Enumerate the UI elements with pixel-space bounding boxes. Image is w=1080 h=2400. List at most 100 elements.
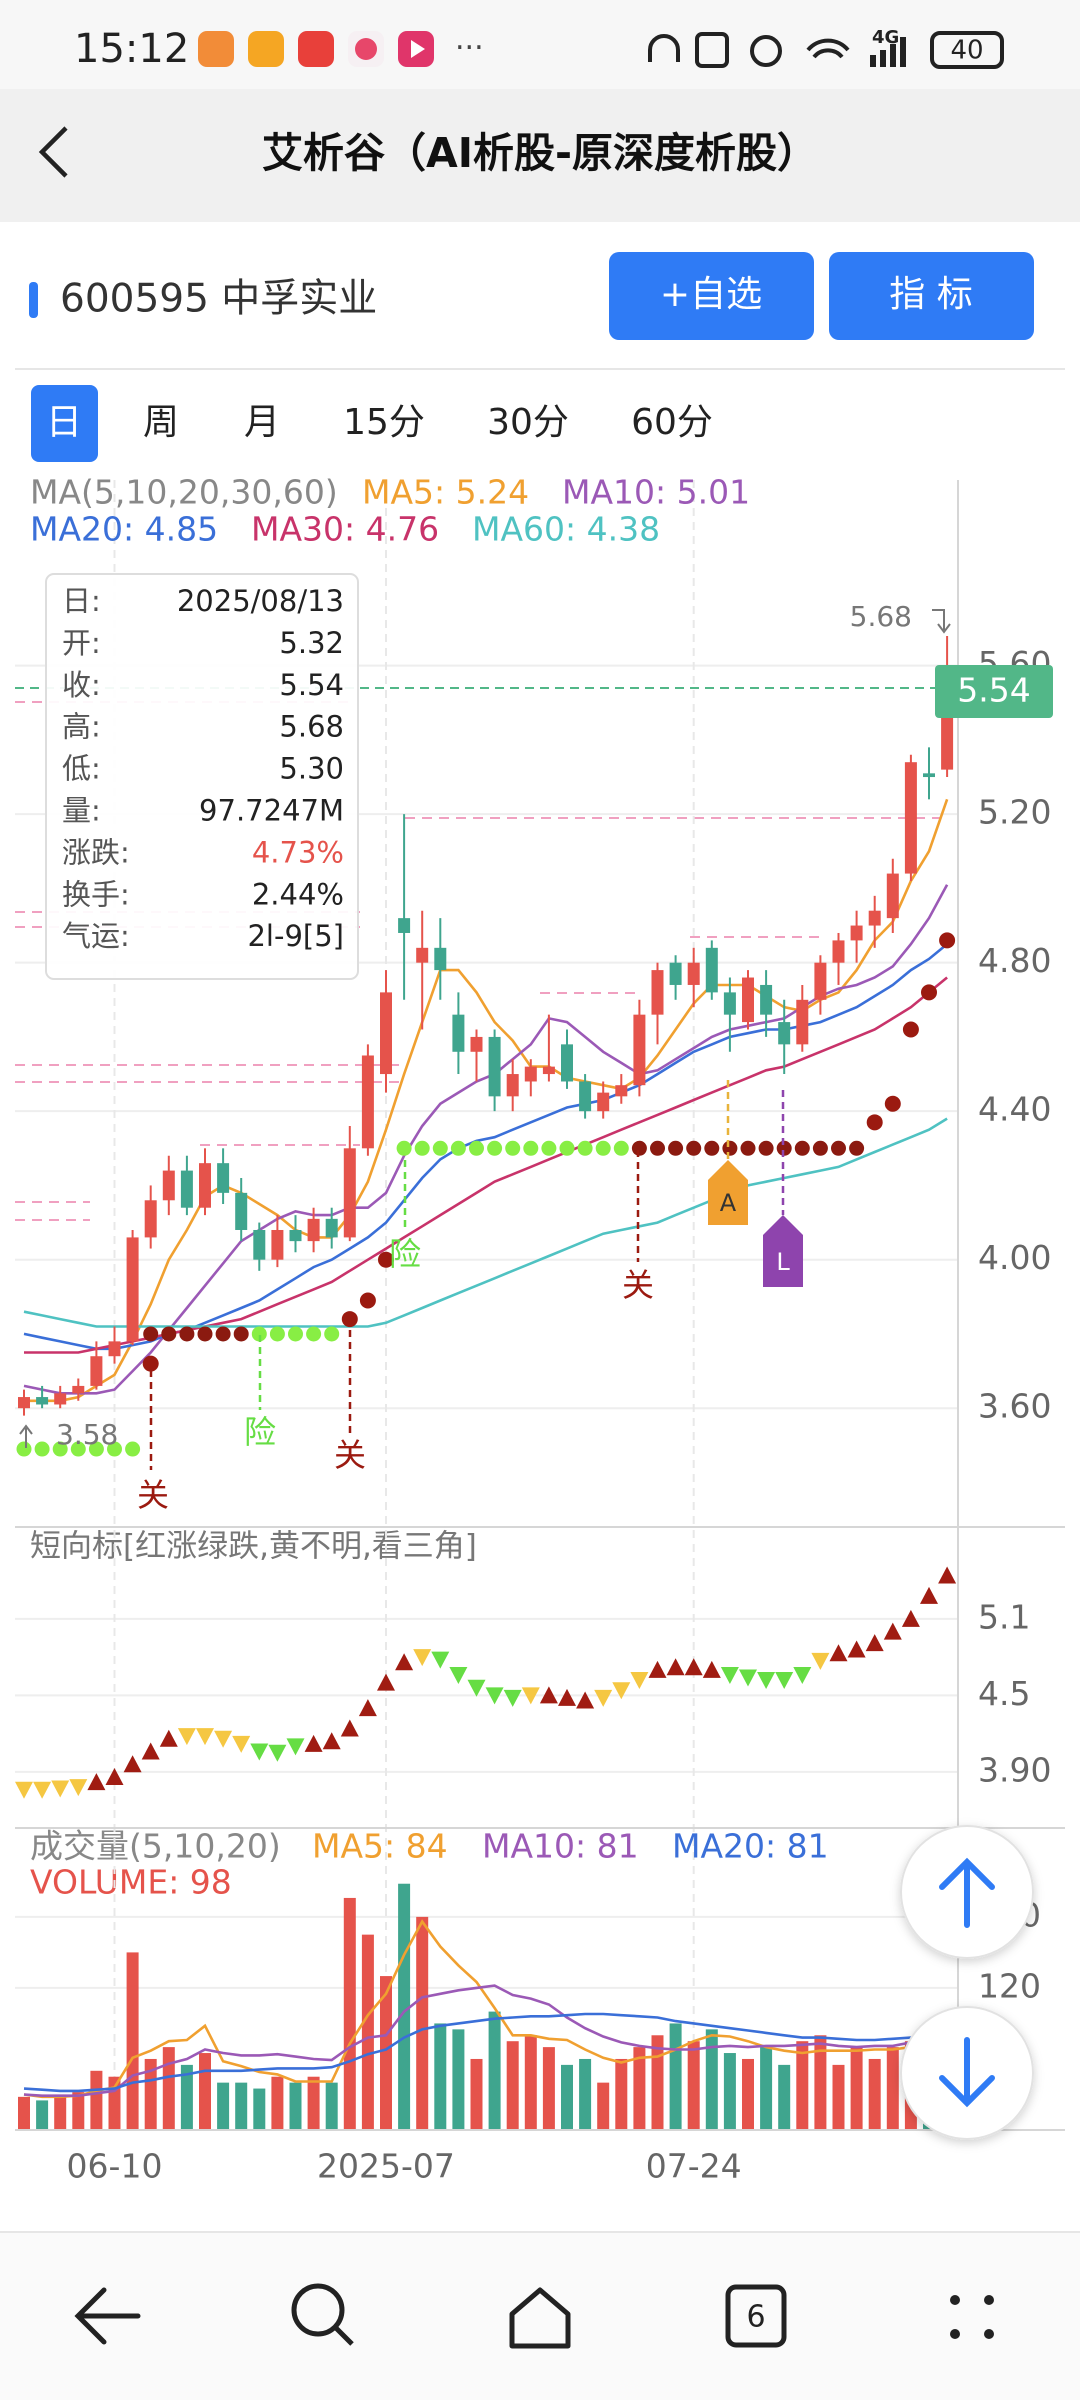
candle-body <box>488 1036 501 1097</box>
signal-dot <box>52 1441 68 1457</box>
trend-triangle <box>739 1669 757 1687</box>
indicator-label: 指 标 <box>889 274 972 315</box>
clock: 15:12 <box>74 26 189 72</box>
tab[interactable]: 月 <box>244 402 280 443</box>
legend-entry: MA60: 4.38 <box>472 510 660 549</box>
volume-bar <box>615 2058 628 2130</box>
signal-dot <box>704 1140 720 1156</box>
volume-bar <box>778 2064 791 2130</box>
y-tick-label: 4.00 <box>978 1238 1051 1277</box>
candle-body <box>416 947 429 963</box>
tab[interactable]: 30分 <box>487 402 569 443</box>
marker-l-shape <box>763 1215 803 1287</box>
volume-bar <box>742 2058 754 2130</box>
volume-ma-line <box>23 1984 948 2097</box>
signal-dot <box>341 1311 358 1328</box>
signal-dot <box>902 1021 919 1038</box>
volume-bar <box>416 1916 429 2130</box>
candle-body <box>470 1036 483 1052</box>
y-tick-label: 5.1 <box>978 1597 1030 1636</box>
trend-triangle <box>449 1666 468 1684</box>
candle-body <box>398 918 411 933</box>
volume-bar <box>669 2023 682 2130</box>
back-button[interactable] <box>38 126 68 178</box>
add-watchlist-button[interactable] <box>609 252 814 340</box>
volume-bar <box>868 2058 881 2130</box>
tab[interactable]: 日 <box>46 402 82 443</box>
trend-triangle <box>177 1728 196 1746</box>
candle-body <box>886 873 899 919</box>
nav-back[interactable] <box>74 2287 141 2345</box>
candle-body <box>579 1081 592 1112</box>
volume-bar <box>705 2029 718 2130</box>
volume-bar <box>597 2082 610 2130</box>
volume-bar <box>506 2041 519 2130</box>
info-value: 4.73% <box>252 835 344 869</box>
nav-tabs[interactable] <box>725 2284 787 2348</box>
legend-entry: MA5: 84 <box>312 1827 448 1866</box>
svg-text:···: ··· <box>455 31 484 66</box>
trend-triangle <box>829 1644 848 1662</box>
candle-body <box>54 1393 67 1405</box>
trend-triangle <box>883 1622 902 1640</box>
signal-dot <box>631 1140 647 1156</box>
header-bar <box>0 89 1080 222</box>
ma-line <box>24 976 948 1354</box>
tab[interactable]: 周 <box>143 402 179 443</box>
info-value: 5.30 <box>279 752 344 786</box>
trend-triangle <box>539 1686 558 1704</box>
nav-menu[interactable] <box>950 2295 994 2339</box>
candle-body <box>90 1356 103 1386</box>
candle-body <box>271 1229 284 1260</box>
nav-home[interactable] <box>509 2287 571 2349</box>
trend-triangle <box>558 1688 576 1706</box>
signal-dot <box>143 1326 159 1342</box>
volume-bar <box>380 1976 392 2130</box>
volume-bar <box>361 1934 374 2130</box>
candle-body <box>796 999 809 1045</box>
tab[interactable]: 60分 <box>631 402 713 443</box>
ma-line <box>23 1117 948 1328</box>
price-tag-label: 5.54 <box>957 671 1030 710</box>
candle-body <box>434 947 447 971</box>
legend-entry: MA10: 81 <box>482 1827 639 1866</box>
info-value: 2025/08/13 <box>177 584 344 618</box>
trend-triangle <box>214 1730 233 1748</box>
signal-dot <box>469 1140 484 1156</box>
signal-dot <box>179 1326 195 1342</box>
candle-body <box>506 1074 519 1097</box>
signal-dot <box>396 1140 412 1156</box>
signal-dot <box>650 1140 665 1156</box>
candle-body <box>705 947 718 993</box>
signal-dot <box>939 932 956 949</box>
trend-triangle <box>395 1653 414 1671</box>
candle-body <box>742 977 754 1023</box>
signal-dot <box>359 1292 376 1309</box>
system-icons <box>648 31 1004 69</box>
volume-bar <box>723 2053 736 2130</box>
nav-search[interactable] <box>291 2283 354 2346</box>
volume-bar <box>271 2076 284 2130</box>
bottom-nav <box>0 2232 1080 2400</box>
volume-bar <box>398 1883 411 2130</box>
indicator-button[interactable] <box>829 252 1034 340</box>
tab[interactable]: 15分 <box>343 402 425 443</box>
price-tag <box>935 665 1053 718</box>
candle-body <box>325 1218 338 1238</box>
trend-triangle <box>250 1743 269 1761</box>
candle-body <box>126 1237 139 1342</box>
y-tick-label: 3.90 <box>978 1750 1051 1789</box>
volume-bar <box>886 2047 899 2130</box>
signal-marker: 关 <box>137 1476 169 1514</box>
volume-bar <box>199 2053 211 2130</box>
trend-triangle <box>51 1780 70 1798</box>
info-value: 5.32 <box>279 626 344 660</box>
legend-entry: MA30: 4.76 <box>251 510 439 549</box>
high-arrow <box>932 609 951 634</box>
signal-dot <box>487 1140 503 1156</box>
signal-dot <box>505 1140 521 1156</box>
trend-triangle <box>33 1781 52 1799</box>
trend-triangle <box>87 1773 106 1791</box>
ma-line <box>24 798 949 1403</box>
trend-triangle <box>630 1672 649 1690</box>
